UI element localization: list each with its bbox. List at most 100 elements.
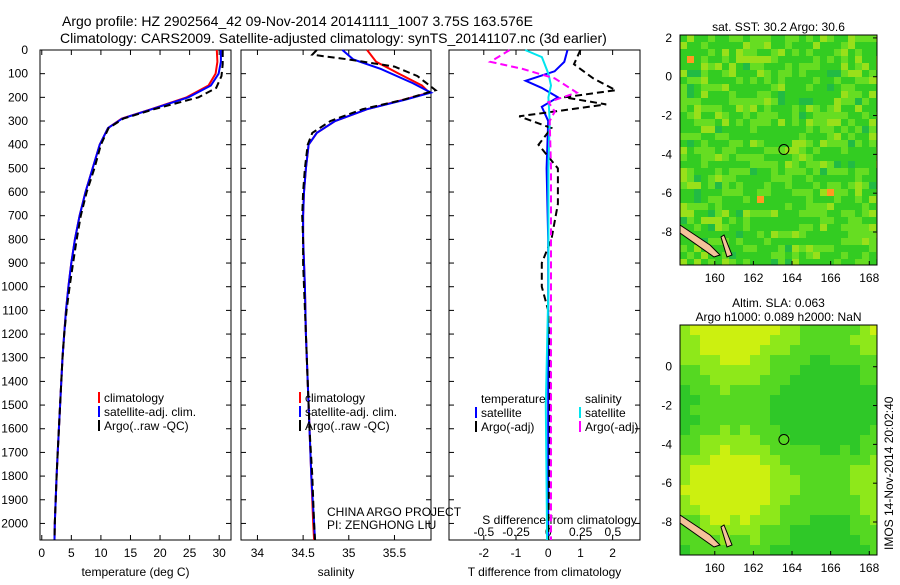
depth-tick-label: 1100 [2, 303, 28, 317]
lat-tick-label: -2 [661, 399, 672, 413]
argo-float-marker [778, 434, 790, 446]
legend-label: satellite [585, 406, 626, 420]
salinity-axes-frame [240, 49, 432, 541]
depth-tick-label: 700 [8, 209, 28, 223]
x-tick-label: 35 [342, 546, 356, 560]
temperature-panel: 0 5 10 15 20 25 30 temperature (deg C) 0 100 200 30… [1, 43, 232, 579]
temperature-axes-frame [39, 49, 232, 541]
depth-tick-label: 1300 [1, 351, 28, 365]
x-tick-label: 10 [94, 546, 108, 560]
title-line-1: Argo profile: HZ 2902564_42 09-Nov-2014 … [62, 13, 533, 29]
argo-float-marker [778, 144, 790, 156]
depth-tick-label: 1500 [1, 398, 28, 412]
lon-tick-label: 162 [743, 561, 763, 575]
difference-xlabel: T difference from climatology [468, 565, 622, 579]
lon-tick-label: 166 [821, 271, 841, 285]
s-diff-tick-label: 0.25 [569, 525, 593, 539]
map-title: Altim. SLA: 0.063 [732, 296, 825, 310]
lat-tick-label: -4 [661, 437, 672, 451]
depth-tick-label: 800 [8, 232, 28, 246]
legend-label: satellite [481, 406, 522, 420]
depth-tick-label: 200 [8, 90, 28, 104]
salinity-satellite-line [524, 49, 553, 541]
lat-tick-label: 0 [665, 70, 672, 84]
map-frame [679, 34, 878, 266]
satellite-adj-clim--line [53, 50, 222, 541]
x-tick-label: -2 [478, 546, 489, 560]
map-frame [679, 324, 878, 556]
legend-label: Argo(..raw -QC) [104, 419, 189, 433]
s-diff-tick-label: -0.25 [502, 525, 530, 539]
pi-credit: PI: ZENGHONG LIU [327, 518, 436, 532]
depth-tick-label: 400 [8, 138, 28, 152]
depth-tick-label: 0 [21, 43, 28, 57]
lon-tick-label: 160 [705, 271, 725, 285]
x-tick-label: -1 [511, 546, 522, 560]
temperature-xlabel: temperature (deg C) [81, 565, 189, 579]
argo-raw-qc--line [53, 50, 224, 541]
x-tick-label: 35.5 [383, 546, 407, 560]
depth-tick-label: 1700 [1, 445, 28, 459]
s-diff-tick-label: 0.5 [605, 525, 622, 539]
x-tick-label: 2 [609, 546, 616, 560]
depth-tick-label: 2000 [1, 516, 28, 530]
legend-label: satellite-adj. clim. [104, 405, 196, 419]
depth-tick-label: 100 [8, 67, 28, 81]
depth-tick-label: 500 [8, 161, 28, 175]
x-tick-label: 15 [124, 546, 138, 560]
legend-group-title: temperature [481, 392, 546, 406]
lon-tick-label: 160 [705, 561, 725, 575]
x-tick-label: 1 [577, 546, 584, 560]
x-tick-label: 5 [68, 546, 75, 560]
difference-panel: -2 -1 0 1 2 T difference from climatology -0.5… [448, 49, 641, 579]
s-diff-axis-label: S difference from climatology [482, 513, 637, 527]
project-credit: CHINA ARGO PROJECT [327, 505, 462, 519]
depth-tick-label: 1900 [1, 493, 28, 507]
x-tick-label: 20 [153, 546, 167, 560]
salinity-xlabel: salinity [318, 565, 355, 579]
legend-label: Argo(..raw -QC) [305, 419, 390, 433]
depth-tick-label: 1400 [1, 374, 28, 388]
lat-tick-label: 2 [665, 31, 672, 45]
depth-tick-label: 1800 [1, 469, 28, 483]
x-tick-label: 34 [251, 546, 265, 560]
difference-legend: temperaturesatelliteArgo(-adj)salinitysa… [475, 392, 638, 434]
legend-label: climatology [104, 391, 164, 405]
map-title: sat. SST: 30.2 Argo: 30.6 [712, 20, 845, 34]
imos-timestamp: IMOS 14-Nov-2014 20:02:40 [882, 396, 896, 550]
lat-tick-label: -2 [661, 109, 672, 123]
title-line-2: Climatology: CARS2009. Satellite-adjuste… [60, 30, 607, 46]
salinity-panel: 34 34.5 35 35.5 salinity climatologysatellite… [240, 49, 438, 579]
lat-tick-label: -6 [661, 186, 672, 200]
x-tick-label: 0 [38, 546, 45, 560]
lat-tick-label: -8 [661, 515, 672, 529]
lat-tick-label: -4 [661, 147, 672, 161]
lon-tick-label: 162 [743, 271, 763, 285]
sst-map: sat. SST: 30.2 Argo: 30.6 160 162 164 166 168… [661, 20, 879, 285]
depth-tick-label: 600 [8, 185, 28, 199]
depth-tick-label: 1600 [1, 422, 28, 436]
lat-tick-label: -6 [661, 476, 672, 490]
x-tick-label: 34.5 [291, 546, 315, 560]
x-tick-label: 0 [545, 546, 552, 560]
legend-label: climatology [305, 391, 365, 405]
lon-tick-label: 168 [859, 561, 879, 575]
depth-tick-label: 1200 [1, 327, 28, 341]
depth-tick-label: 900 [8, 256, 28, 270]
lat-tick-label: -8 [661, 225, 672, 239]
lon-tick-label: 168 [859, 271, 879, 285]
lon-tick-label: 166 [821, 561, 841, 575]
legend-group-title: salinity [585, 392, 622, 406]
lon-tick-label: 164 [782, 271, 802, 285]
lon-tick-label: 164 [782, 561, 802, 575]
map-title: Argo h1000: 0.089 h2000: NaN [695, 310, 861, 324]
legend-label: Argo(-adj) [481, 420, 534, 434]
salinity-argo-adj--line [487, 49, 580, 540]
s-diff-tick-label: -0.5 [474, 525, 495, 539]
argo-raw-qc--line [301, 49, 438, 541]
legend-label: Argo(-adj) [585, 420, 638, 434]
